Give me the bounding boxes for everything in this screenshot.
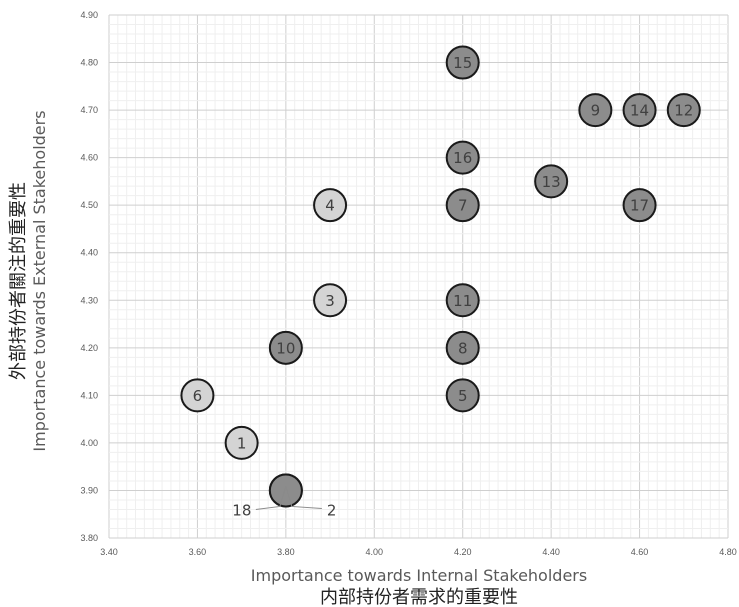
y-tick-label: 4.10 xyxy=(80,390,98,400)
y-axis-title: Importance towards External Stakeholders xyxy=(30,110,49,451)
x-tick-label: 4.00 xyxy=(366,547,384,557)
data-point-17 xyxy=(622,188,657,223)
data-point-8 xyxy=(445,330,480,365)
y-axis-ticks: 3.80 3.90 4.00 4.10 4.20 4.30 4.40 4.50 4.60 4.70… xyxy=(80,10,98,543)
y-tick-label: 4.70 xyxy=(80,105,98,115)
x-axis-ticks: 3.40 3.60 3.80 4.00 4.20 4.40 4.60 4.80 xyxy=(100,547,737,557)
x-tick-label: 3.80 xyxy=(277,547,295,557)
x-tick-label: 4.40 xyxy=(542,547,560,557)
data-point-label: 10 xyxy=(276,339,295,357)
data-point-10 xyxy=(268,330,303,365)
data-point-13 xyxy=(534,164,569,199)
data-point-3 xyxy=(313,283,348,318)
y-tick-label: 3.90 xyxy=(80,485,98,495)
y-tick-label: 4.40 xyxy=(80,248,98,258)
grid xyxy=(108,14,729,539)
y-tick-label: 3.80 xyxy=(80,533,98,543)
data-point-label: 14 xyxy=(630,102,649,120)
x-tick-label: 4.60 xyxy=(631,547,649,557)
data-point-label: 3 xyxy=(325,292,335,310)
data-point-label: 18 xyxy=(232,501,251,519)
data-point-label: 9 xyxy=(591,102,601,120)
x-tick-label: 4.80 xyxy=(719,547,737,557)
data-point-14 xyxy=(622,93,657,128)
data-point-label: 4 xyxy=(325,197,335,215)
data-point-4 xyxy=(313,188,348,223)
data-point-7 xyxy=(445,188,480,223)
y-tick-label: 4.50 xyxy=(80,200,98,210)
callout-line xyxy=(285,486,322,509)
y-tick-label: 4.80 xyxy=(80,58,98,68)
data-point-label: 1 xyxy=(237,434,247,452)
data-point-label: 15 xyxy=(453,54,472,72)
callout-line xyxy=(255,486,287,510)
data-point-label: 6 xyxy=(193,387,203,405)
x-tick-label: 4.20 xyxy=(454,547,472,557)
data-point-2 xyxy=(268,473,303,508)
data-point-label: 13 xyxy=(542,173,561,191)
data-point-12 xyxy=(666,93,701,128)
y-tick-label: 4.20 xyxy=(80,343,98,353)
data-point-label: 11 xyxy=(453,292,472,310)
data-point-5 xyxy=(445,378,480,413)
data-point-9 xyxy=(578,93,613,128)
x-tick-label: 3.40 xyxy=(100,547,118,557)
data-point-label: 7 xyxy=(458,197,468,215)
data-point-label: 16 xyxy=(453,149,472,167)
data-point-6 xyxy=(180,378,215,413)
data-point-label: 5 xyxy=(458,387,468,405)
data-point-label: 2 xyxy=(327,501,337,519)
data-point-15 xyxy=(445,45,480,80)
data-point-label: 17 xyxy=(630,197,649,215)
data-point-1 xyxy=(224,425,259,460)
data-point-label: 8 xyxy=(458,339,468,357)
y-tick-label: 4.60 xyxy=(80,153,98,163)
data-point-label: 12 xyxy=(674,102,693,120)
y-axis-title-chinese: 外部持份者關注的重要性 xyxy=(8,182,29,380)
data-point-11 xyxy=(445,283,480,318)
data-point-16 xyxy=(445,140,480,175)
y-tick-label: 4.90 xyxy=(80,10,98,20)
y-tick-label: 4.30 xyxy=(80,295,98,305)
x-axis-title-chinese: 内部持份者需求的重要性 xyxy=(320,587,518,607)
y-tick-label: 4.00 xyxy=(80,438,98,448)
x-axis-title: Importance towards Internal Stakeholders xyxy=(251,566,587,585)
x-tick-label: 3.60 xyxy=(189,547,207,557)
